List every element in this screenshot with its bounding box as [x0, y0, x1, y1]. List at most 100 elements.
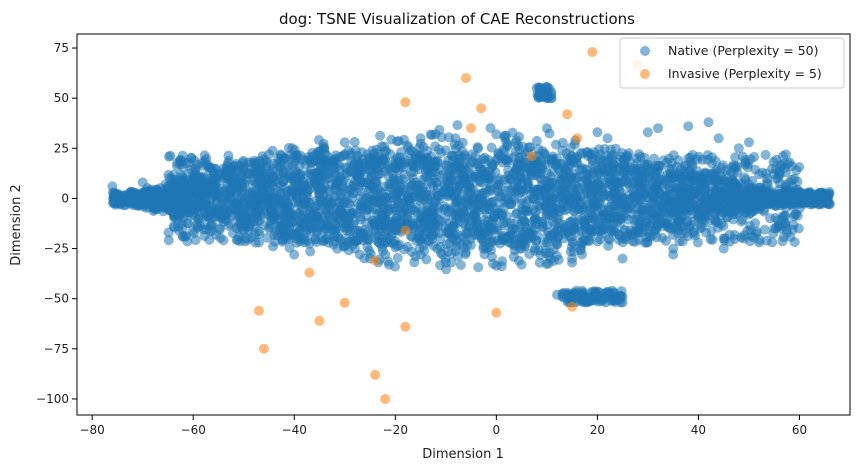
native-point: [409, 257, 420, 268]
native-point: [636, 195, 647, 206]
native-point: [793, 223, 804, 234]
native-point: [393, 198, 403, 209]
native-point: [335, 233, 346, 244]
native-point: [440, 257, 451, 268]
native-point: [238, 163, 249, 174]
native-point: [631, 153, 642, 164]
native-point: [107, 181, 118, 192]
y-tick-label: 25: [54, 141, 69, 155]
native-point: [574, 229, 585, 240]
native-point: [617, 233, 628, 244]
native-point: [649, 172, 660, 182]
native-point: [289, 249, 300, 260]
native-point: [341, 194, 352, 205]
native-point: [462, 212, 473, 223]
native-point: [661, 235, 671, 246]
native-point: [697, 154, 708, 165]
native-point: [286, 183, 297, 194]
native-point: [295, 212, 306, 222]
native-point: [755, 182, 766, 193]
native-point: [190, 235, 201, 246]
native-point: [511, 209, 522, 220]
native-point: [534, 89, 545, 100]
native-point: [290, 156, 301, 167]
native-point: [744, 137, 754, 148]
native-point: [500, 145, 510, 156]
native-point: [534, 257, 545, 268]
native-point: [712, 217, 723, 228]
native-point: [415, 249, 426, 260]
native-point: [552, 153, 562, 164]
native-point: [814, 199, 825, 210]
native-point: [196, 191, 207, 202]
native-point: [384, 179, 395, 189]
native-point: [304, 213, 315, 224]
native-point: [642, 159, 653, 170]
native-point: [771, 195, 782, 205]
native-point: [496, 261, 507, 272]
native-point: [729, 178, 740, 189]
native-point: [542, 199, 553, 210]
native-point: [373, 220, 384, 231]
native-point: [592, 217, 603, 228]
legend-invasive-marker: [640, 69, 650, 79]
native-point: [365, 183, 375, 194]
native-point: [440, 203, 451, 214]
native-point: [765, 213, 775, 224]
native-point: [673, 155, 684, 166]
native-point: [777, 236, 788, 247]
native-point: [354, 182, 365, 192]
native-point: [754, 237, 765, 248]
native-point: [392, 252, 403, 263]
native-point: [516, 259, 527, 270]
native-point: [525, 142, 536, 153]
native-point: [434, 144, 444, 155]
invasive-point: [491, 307, 502, 318]
native-point: [794, 162, 805, 172]
native-point: [502, 157, 513, 168]
native-point: [645, 218, 656, 229]
native-point: [400, 157, 411, 168]
native-point: [558, 169, 569, 180]
native-point: [408, 161, 419, 172]
native-point: [744, 209, 754, 220]
native-point: [706, 186, 717, 197]
native-point: [163, 169, 174, 180]
x-tick-label: 0: [493, 423, 501, 437]
native-point: [524, 249, 535, 260]
native-point: [568, 169, 579, 180]
native-point: [436, 132, 447, 143]
native-point: [361, 211, 372, 221]
native-point: [270, 236, 280, 247]
native-point: [267, 191, 278, 202]
invasive-point: [400, 321, 411, 332]
y-tick-label: −25: [44, 242, 69, 256]
native-point: [457, 152, 468, 163]
native-point: [394, 184, 405, 195]
native-point: [600, 213, 611, 224]
native-point: [186, 165, 197, 175]
native-point: [543, 226, 554, 237]
native-point: [257, 186, 268, 197]
native-point: [314, 169, 325, 180]
native-point: [693, 213, 704, 224]
native-point: [313, 184, 324, 195]
native-point: [579, 216, 590, 227]
native-point: [710, 156, 721, 167]
native-point: [377, 154, 388, 165]
native-point: [329, 220, 340, 231]
native-point: [786, 161, 797, 172]
native-point: [781, 202, 792, 213]
native-point: [562, 227, 573, 238]
native-point: [603, 233, 614, 244]
invasive-point: [339, 297, 350, 308]
native-point: [239, 225, 250, 236]
x-axis: −80 −60 −40 −20 0 20 40 60: [79, 415, 807, 437]
native-point: [637, 227, 648, 238]
native-point: [541, 81, 552, 92]
native-point: [754, 169, 765, 180]
native-point: [593, 168, 604, 179]
native-point: [605, 144, 616, 155]
native-point: [592, 127, 603, 138]
native-point: [673, 204, 684, 215]
